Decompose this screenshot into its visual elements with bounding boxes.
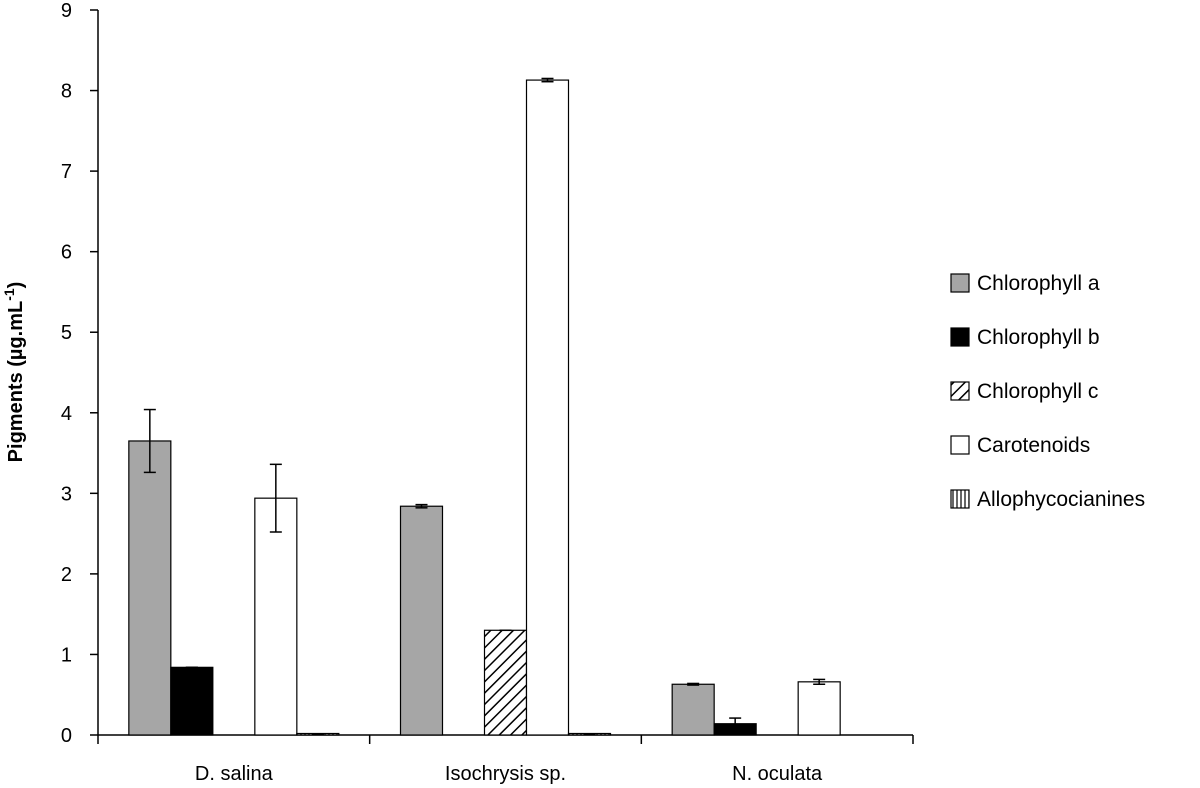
y-tick-label: 8 — [61, 81, 72, 103]
tick-labels: 0 1 2 3 4 5 6 7 8 9 D. salina Isochrysis sp. N. ocul… — [61, 0, 823, 785]
y-axis-title: Pigments (µg.mL-1) — [1, 282, 27, 463]
bar-carotenoids — [797, 681, 841, 736]
axes — [90, 9, 914, 744]
y-axis-title-main: Pigments (µg.mL — [5, 301, 27, 463]
y-tick-label: 6 — [61, 242, 72, 264]
legend-entry-label: Chlorophyll b — [977, 326, 1100, 349]
y-axis-title-suffix: ) — [5, 282, 27, 289]
bar-carotenoids — [254, 497, 298, 736]
legend-entry-label: Allophycocianines — [977, 488, 1145, 511]
legend-swatch — [950, 435, 970, 455]
bar-chlorophyll-a — [128, 440, 172, 736]
y-tick-label: 4 — [61, 403, 72, 425]
legend: Chlorophyll a Chlorophyll b Chlorophyll c C… — [950, 272, 1145, 511]
y-tick-label: 7 — [61, 161, 72, 183]
bar-carotenoids — [525, 79, 570, 736]
legend-swatch — [950, 327, 970, 347]
y-tick-label: 0 — [61, 725, 72, 747]
legend-swatch — [950, 489, 970, 509]
legend-swatch — [950, 381, 970, 401]
bar-chlorophyll-c — [483, 629, 528, 736]
x-category-label: D. salina — [195, 763, 274, 785]
y-tick-label: 1 — [61, 644, 72, 666]
y-tick-label: 5 — [61, 322, 72, 344]
y-tick-label: 3 — [61, 483, 72, 505]
y-tick-label: 9 — [61, 0, 72, 22]
y-axis-title-superscript: -1 — [1, 288, 17, 301]
bar-chlorophyll-a — [671, 683, 715, 736]
bar-chlorophyll-b — [170, 666, 214, 736]
bars — [128, 77, 841, 736]
y-tick-label: 2 — [61, 564, 72, 586]
legend-entry-label: Carotenoids — [977, 434, 1090, 457]
x-category-label: Isochrysis sp. — [445, 763, 566, 785]
x-category-label: N. oculata — [732, 763, 823, 785]
legend-entry-label: Chlorophyll c — [977, 380, 1098, 403]
legend-swatch — [950, 273, 970, 293]
legend-entry-label: Chlorophyll a — [977, 272, 1100, 295]
bar-chlorophyll-a — [399, 505, 444, 736]
